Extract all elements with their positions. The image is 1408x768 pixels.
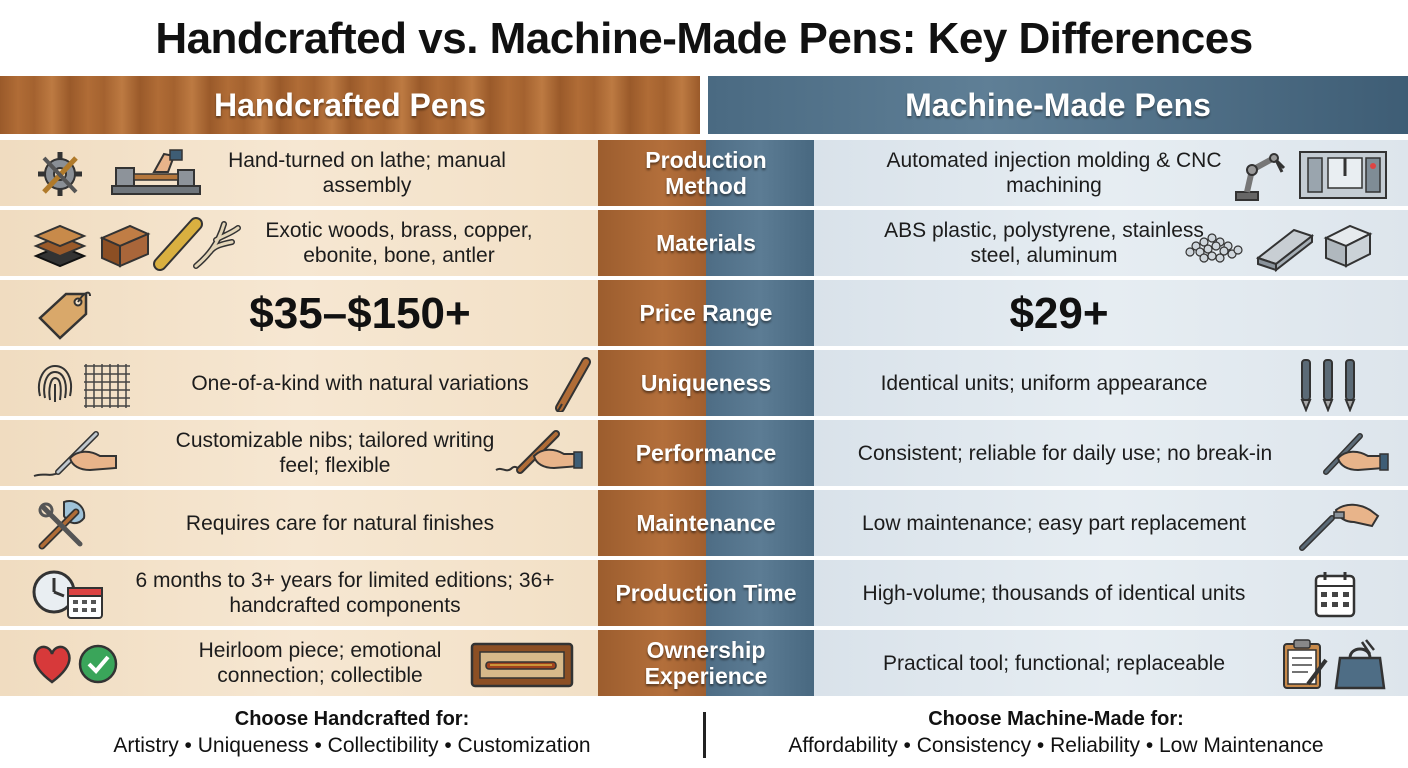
cnc-machine-icon [1298, 146, 1388, 202]
handcrafted-time-text: 6 months to 3+ years for limited edition… [135, 569, 555, 617]
machine-made-footer: Choose Machine-Made for: Affordability •… [704, 706, 1408, 764]
category-production-method: Production Method [598, 140, 814, 208]
machine-made-cell: Practical tool; functional; replaceable [814, 630, 1408, 698]
handcrafted-maintenance-text: Requires care for natural finishes [185, 511, 495, 535]
machine-time-text: High-volume; thousands of identical unit… [862, 581, 1246, 605]
machine-made-footer-list: Affordability • Consistency • Reliabilit… [788, 734, 1324, 757]
fingerprint-icon [32, 356, 78, 412]
handcrafted-cell: One-of-a-kind with natural variations [0, 350, 598, 418]
heart-icon [30, 636, 74, 692]
handcrafted-cell: Heirloom piece; emotional connection; co… [0, 630, 598, 698]
handcrafted-materials-text: Exotic woods, brass, copper, ebonite, bo… [265, 219, 533, 267]
machine-performance-text: Consistent; reliable for daily use; no b… [857, 441, 1273, 465]
handcrafted-uniqueness-text: One-of-a-kind with natural variations [191, 371, 529, 395]
handcrafted-cell: Exotic woods, brass, copper, ebonite, bo… [0, 210, 598, 278]
steel-bar-icon [1254, 216, 1316, 272]
wooden-pen-icon [552, 356, 592, 412]
grid-pattern-icon [82, 356, 134, 412]
machine-made-cell: Consistent; reliable for daily use; no b… [814, 420, 1408, 488]
category-uniqueness: Uniqueness [598, 350, 814, 418]
hand-fountain-pen-icon [494, 426, 586, 482]
price-tag-icon [36, 286, 92, 342]
hand-pen-part-icon [1296, 496, 1382, 552]
machine-uniqueness-text: Identical units; uniform appearance [880, 371, 1208, 395]
machine-made-header: Machine-Made Pens [708, 76, 1408, 134]
machine-production-text: Automated injection molding & CNC machin… [886, 149, 1222, 197]
handcrafted-cell: $35–$150+ [0, 280, 598, 348]
category-label: Materials [656, 230, 756, 256]
machine-made-cell: ABS plastic, polystyrene, stainless stee… [814, 210, 1408, 278]
handcrafted-footer-list: Artistry • Uniqueness • Collectibility •… [113, 734, 591, 757]
footer-divider [703, 712, 706, 758]
category-price-range: Price Range [598, 280, 814, 348]
identical-pens-icon [1294, 356, 1364, 412]
handcrafted-header: Handcrafted Pens [0, 76, 700, 134]
category-label: Production Time [615, 580, 797, 606]
handcrafted-price-text: $35–$150+ [249, 288, 471, 338]
handcrafted-header-label: Handcrafted Pens [213, 86, 487, 123]
category-label: Price Range [639, 300, 773, 326]
hand-writing-icon [1312, 426, 1392, 482]
check-circle-icon [76, 636, 120, 692]
wood-block-icon [96, 216, 152, 272]
row-uniqueness: One-of-a-kind with natural variations Un… [0, 350, 1408, 418]
layered-material-icon [32, 216, 88, 272]
robot-arm-icon [1232, 146, 1296, 202]
machine-made-cell: Automated injection molding & CNC machin… [814, 140, 1408, 208]
category-label: Ownership Experience [644, 637, 768, 689]
handcrafted-footer-heading: Choose Handcrafted for: [234, 708, 470, 730]
machine-made-cell: Low maintenance; easy part replacement [814, 490, 1408, 558]
handcrafted-ownership-text: Heirloom piece; emotional connection; co… [198, 639, 442, 687]
handcrafted-cell: Requires care for natural finishes [0, 490, 598, 558]
handcrafted-cell: 6 months to 3+ years for limited edition… [0, 560, 598, 628]
row-ownership-experience: Heirloom piece; emotional connection; co… [0, 630, 1408, 698]
machine-maintenance-text: Low maintenance; easy part replacement [861, 511, 1247, 535]
category-materials: Materials [598, 210, 814, 278]
row-price-range: $35–$150+ Price Range $29+ [0, 280, 1408, 348]
machine-made-cell: High-volume; thousands of identical unit… [814, 560, 1408, 628]
machine-materials-text: ABS plastic, polystyrene, stainless stee… [884, 219, 1204, 267]
category-label: Uniqueness [640, 370, 772, 396]
aluminum-block-icon [1320, 216, 1376, 272]
bag-icon [1332, 636, 1388, 692]
row-performance: Customizable nibs; tailored writing feel… [0, 420, 1408, 488]
antler-icon [188, 216, 244, 272]
category-production-time: Production Time [598, 560, 814, 628]
category-performance: Performance [598, 420, 814, 488]
handcrafted-footer: Choose Handcrafted for: Artistry • Uniqu… [0, 706, 704, 764]
plastic-pellets-icon [1182, 216, 1252, 272]
category-label: Production Method [645, 147, 767, 199]
hand-writing-icon [30, 426, 122, 482]
gear-wrench-icon [32, 146, 88, 202]
row-maintenance: Requires care for natural finishes Maint… [0, 490, 1408, 558]
machine-made-header-label: Machine-Made Pens [905, 86, 1211, 123]
pen-case-icon [468, 636, 576, 692]
machine-ownership-text: Practical tool; functional; replaceable [882, 651, 1226, 675]
brass-rod-icon [150, 216, 206, 272]
page-title: Handcrafted vs. Machine-Made Pens: Key D… [155, 14, 1253, 63]
row-materials: Exotic woods, brass, copper, ebonite, bo… [0, 210, 1408, 278]
category-label: Maintenance [636, 510, 776, 536]
row-production-time: 6 months to 3+ years for limited edition… [0, 560, 1408, 628]
calendar-icon [1310, 566, 1360, 622]
handcrafted-cell: Customizable nibs; tailored writing feel… [0, 420, 598, 488]
handcrafted-performance-text: Customizable nibs; tailored writing feel… [175, 429, 495, 477]
category-ownership-experience: Ownership Experience [598, 630, 814, 698]
machine-made-cell: Identical units; uniform appearance [814, 350, 1408, 418]
handcrafted-production-text: Hand-turned on lathe; manual assembly [228, 149, 506, 197]
tools-cloth-icon [34, 496, 90, 552]
machine-price-text: $29+ [1009, 288, 1109, 338]
row-production-method: Hand-turned on lathe; manual assembly Pr… [0, 140, 1408, 208]
clock-calendar-icon [30, 566, 106, 622]
category-maintenance: Maintenance [598, 490, 814, 558]
machine-made-footer-heading: Choose Machine-Made for: [928, 708, 1184, 730]
category-label: Performance [635, 440, 777, 466]
lathe-icon [108, 146, 204, 202]
clipboard-icon [1278, 636, 1330, 692]
handcrafted-cell: Hand-turned on lathe; manual assembly [0, 140, 598, 208]
machine-made-cell: $29+ [814, 280, 1408, 348]
